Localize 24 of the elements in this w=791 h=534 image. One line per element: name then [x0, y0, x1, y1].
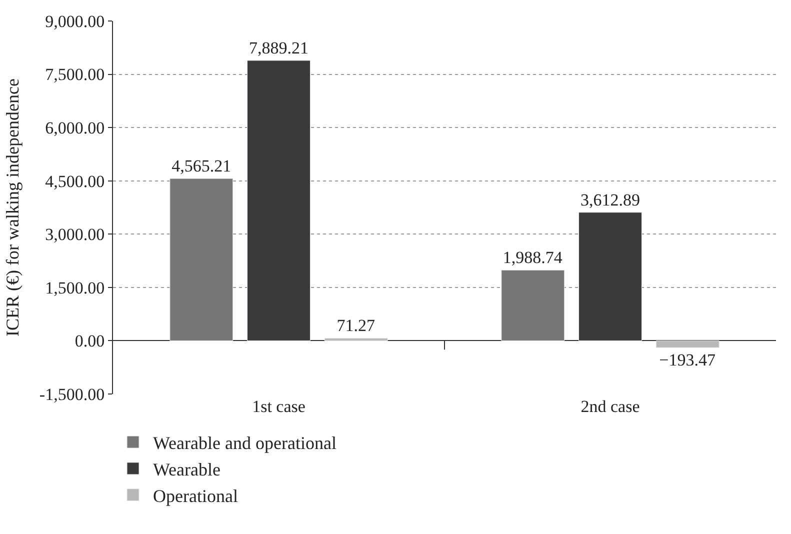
data-label: 7,889.21: [249, 38, 308, 58]
y-tick-label: 4,500.00: [45, 172, 105, 191]
bar: [656, 340, 720, 348]
data-label: 4,565.21: [172, 156, 232, 176]
data-label: 1,988.74: [502, 248, 563, 268]
data-label: 71.27: [336, 316, 376, 336]
legend-label: Wearable: [153, 459, 221, 480]
legend-label: Operational: [153, 486, 238, 506]
x-tick-label: 2nd case: [580, 397, 640, 416]
y-tick-label: 7,500.00: [45, 65, 105, 84]
bar: [324, 338, 388, 341]
y-tick-label: 9,000.00: [45, 12, 105, 31]
y-axis-title: ICER (€) for walking independence: [2, 78, 23, 336]
y-tick-label: 1,500.00: [45, 278, 105, 298]
legend-label: Wearable and operational: [153, 433, 336, 454]
bar: [170, 178, 234, 341]
data-label: 3,612.89: [580, 190, 640, 210]
x-tick-label: 1st case: [252, 397, 306, 416]
y-tick-label: 3,000.00: [45, 225, 105, 244]
y-tick-label: 6,000.00: [45, 118, 105, 138]
y-tick-label: -1,500.00: [39, 384, 105, 404]
y-tick-label: 0.00: [74, 332, 105, 351]
bar: [501, 270, 565, 341]
data-label: −193.47: [659, 350, 716, 370]
